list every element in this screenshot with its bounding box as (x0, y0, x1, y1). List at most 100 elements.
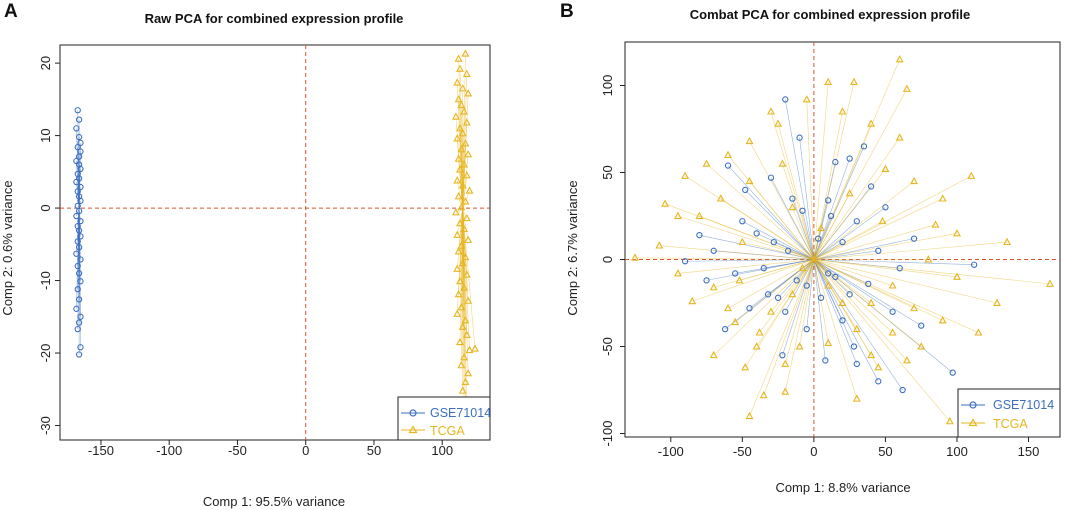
connector-tcga (813, 259, 829, 344)
legend-a: GSE71014 TCGA (397, 396, 491, 441)
x-axis-a: -150 -100 -50 0 50 100 (88, 440, 453, 458)
connector-tcga (459, 169, 463, 210)
point-gse71014 (73, 250, 80, 257)
connector-gse71014 (813, 207, 886, 260)
legend-marker-tcga (408, 425, 418, 434)
y-tick-label: 0 (600, 256, 615, 263)
connector-gse71014 (784, 99, 815, 260)
connector-gse71014 (813, 259, 879, 382)
point-tcga (902, 356, 911, 364)
point-tcga (895, 55, 904, 63)
legend-marker-tcga (968, 418, 978, 427)
chart-title-b: Combat PCA for combined expression profi… (690, 7, 971, 22)
data-points-a (73, 49, 479, 422)
legend-b: GSE71014 TCGA (957, 388, 1061, 438)
point-tcga (457, 100, 466, 109)
point-tcga (661, 199, 670, 207)
y-axis-label-a: Comp 2: 0.6% variance (0, 180, 15, 315)
point-tcga (724, 150, 732, 159)
point-tcga (993, 298, 1002, 306)
point-tcga (917, 342, 926, 350)
point-tcga (817, 223, 826, 232)
panel-a: A Raw PCA for combined expression profil… (0, 1, 491, 509)
point-gse71014 (865, 280, 872, 288)
legend-label-gse71014: GSE71014 (993, 398, 1054, 412)
point-tcga (741, 363, 750, 371)
chart-title-a: Raw PCA for combined expression profile (145, 11, 404, 26)
y-tick-label: -100 (600, 421, 615, 447)
point-gse71014 (770, 238, 777, 246)
point-tcga (460, 283, 469, 291)
point-tcga (461, 377, 470, 385)
legend-label-gse71014: GSE71014 (430, 406, 491, 420)
point-gse71014 (949, 369, 956, 376)
connector-tcga (813, 259, 829, 286)
point-tcga (453, 176, 462, 184)
connector-tcga (456, 209, 463, 269)
connector-tcga (677, 215, 814, 260)
point-gse71014 (803, 282, 810, 289)
connector-gse71014 (799, 137, 815, 260)
point-tcga (795, 342, 804, 350)
point-tcga (788, 202, 797, 211)
point-tcga (752, 342, 761, 350)
connector-tcga (706, 163, 815, 260)
point-tcga (453, 78, 462, 86)
connector-tcga (770, 111, 815, 260)
point-gse71014 (846, 291, 853, 298)
point-gse71014 (896, 265, 903, 272)
point-tcga (458, 84, 467, 92)
connector-tcga (813, 259, 958, 278)
connector-tcga (802, 259, 815, 269)
x-tick-label: 0 (810, 444, 817, 459)
point-tcga (716, 194, 725, 202)
point-tcga (460, 224, 469, 233)
connector-tcga (813, 259, 893, 286)
point-gse71014 (832, 158, 839, 166)
legend-label-tcga: TCGA (430, 424, 465, 438)
connector-tcga (462, 209, 469, 241)
point-tcga (778, 159, 787, 167)
point-tcga (460, 160, 469, 168)
point-gse71014 (746, 305, 753, 312)
connector-tcga (759, 259, 815, 333)
y-axis-label-b: Comp 2: 6.7% variance (565, 180, 580, 315)
point-tcga (465, 345, 474, 354)
point-tcga (849, 77, 858, 85)
point-tcga (924, 255, 933, 263)
point-gse71014 (850, 343, 858, 350)
point-gse71014 (789, 195, 796, 202)
point-tcga (461, 253, 470, 261)
point-gse71014 (853, 360, 860, 368)
y-tick-label: -50 (600, 337, 615, 356)
point-tcga (838, 298, 847, 306)
point-gse71014 (77, 217, 84, 225)
point-gse71014 (875, 378, 882, 385)
point-tcga (845, 189, 854, 197)
connector-tcga (677, 259, 814, 274)
y-tick-label: -20 (38, 344, 53, 363)
data-points-b (631, 55, 1054, 425)
point-tcga (735, 276, 744, 284)
point-gse71014 (825, 197, 832, 204)
point-gse71014 (867, 183, 875, 190)
x-tick-label: 50 (367, 443, 381, 458)
connector-tcga (813, 81, 829, 260)
connector-tcga (813, 259, 893, 333)
point-gse71014 (899, 386, 906, 394)
connector-tcga (813, 259, 998, 304)
point-gse71014 (710, 247, 717, 254)
legend-marker-gse71014 (969, 401, 977, 409)
point-tcga (702, 159, 711, 167)
point-tcga (867, 119, 876, 127)
point-tcga (874, 363, 883, 371)
connector-tcga (734, 259, 815, 323)
connector-gse71014 (813, 221, 858, 260)
point-tcga (454, 247, 463, 255)
point-tcga (471, 344, 479, 352)
point-tcga (453, 309, 462, 317)
point-tcga (888, 328, 897, 336)
connector-tcga (792, 259, 815, 295)
point-tcga (457, 303, 466, 311)
